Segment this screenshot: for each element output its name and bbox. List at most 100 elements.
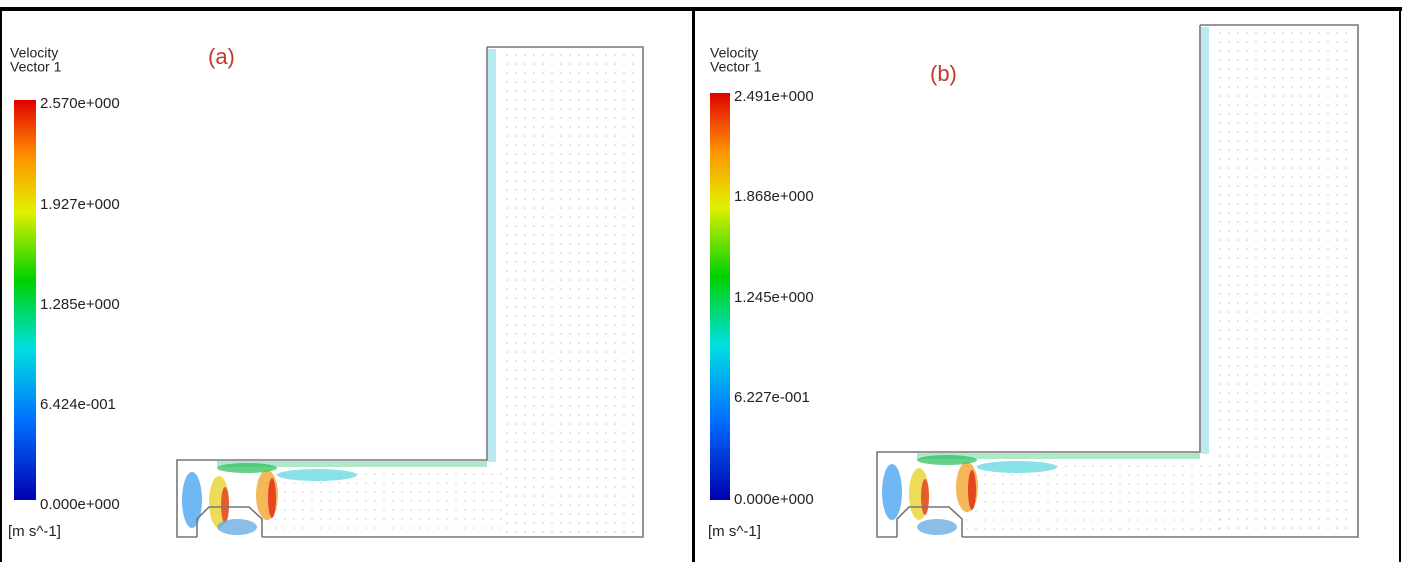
vector-dot: [419, 473, 421, 475]
vector-dot: [1273, 437, 1275, 439]
vector-dot: [515, 450, 517, 452]
vector-dot: [1246, 284, 1248, 286]
vector-dot: [1228, 212, 1230, 214]
vector-dot: [1300, 302, 1302, 304]
vector-dot: [1246, 473, 1248, 475]
vector-dot: [1345, 212, 1347, 214]
vector-dot: [1038, 501, 1040, 503]
vector-dot: [275, 473, 277, 475]
vector-dot: [578, 99, 580, 101]
vector-dot: [614, 180, 616, 182]
vector-dot: [1047, 528, 1049, 530]
vector-dot: [596, 504, 598, 506]
vector-dot: [542, 324, 544, 326]
vector-dot: [560, 288, 562, 290]
vector-dot: [596, 513, 598, 515]
vector-dot: [524, 315, 526, 317]
vector-dot: [320, 518, 322, 520]
vector-dot: [551, 513, 553, 515]
vector-dot: [614, 387, 616, 389]
vector-dot: [551, 180, 553, 182]
vector-dot: [623, 351, 625, 353]
vector-dot: [1119, 465, 1121, 467]
vector-dot: [605, 198, 607, 200]
vector-dot: [428, 473, 430, 475]
vector-dot: [1246, 482, 1248, 484]
vector-dot: [569, 522, 571, 524]
vector-dot: [560, 495, 562, 497]
vector-dot: [524, 72, 526, 74]
vector-dot: [1038, 483, 1040, 485]
vector-dot: [1200, 519, 1202, 521]
vector-dot: [993, 528, 995, 530]
vector-dot: [1228, 482, 1230, 484]
vector-dot: [1273, 392, 1275, 394]
vector-dot: [533, 72, 535, 74]
vector-dot: [1228, 428, 1230, 430]
vector-dot: [506, 441, 508, 443]
vector-dot: [473, 473, 475, 475]
vector-dot: [1309, 122, 1311, 124]
vector-dot: [1246, 95, 1248, 97]
vector-dot: [1228, 419, 1230, 421]
vector-dot: [524, 522, 526, 524]
vector-dot: [569, 63, 571, 65]
vector-dot: [1173, 465, 1175, 467]
vector-dot: [1282, 419, 1284, 421]
vector-dot: [578, 225, 580, 227]
vector-dot: [401, 518, 403, 520]
vector-dot: [551, 504, 553, 506]
vector-dot: [1291, 59, 1293, 61]
vector-dot: [605, 486, 607, 488]
vector-dot: [533, 153, 535, 155]
vector-dot: [1318, 491, 1320, 493]
vector-dot: [551, 378, 553, 380]
vector-dot: [1336, 509, 1338, 511]
vector-dot: [1336, 59, 1338, 61]
vector-dot: [1273, 383, 1275, 385]
vector-dot: [1318, 113, 1320, 115]
vector-dot: [587, 513, 589, 515]
vector-dot: [1264, 41, 1266, 43]
vector-dot: [524, 90, 526, 92]
vector-dot: [1264, 356, 1266, 358]
vector-dot: [1237, 248, 1239, 250]
vector-dot: [605, 378, 607, 380]
vector-dot: [515, 63, 517, 65]
vector-dot: [473, 518, 475, 520]
vector-dot: [1219, 131, 1221, 133]
vector-dot: [1345, 428, 1347, 430]
vector-dot: [1345, 104, 1347, 106]
vector-dot: [1309, 455, 1311, 457]
vector-dot: [1309, 518, 1311, 520]
vector-dot: [1264, 500, 1266, 502]
vector-dot: [506, 297, 508, 299]
vector-dot: [614, 423, 616, 425]
vector-dot: [524, 450, 526, 452]
vector-dot: [1345, 401, 1347, 403]
vector-dot: [1300, 311, 1302, 313]
vector-dot: [560, 126, 562, 128]
vector-dot: [1209, 474, 1211, 476]
vector-dot: [302, 527, 304, 529]
vector-dot: [1264, 32, 1266, 34]
vector-dot: [560, 117, 562, 119]
vector-dot: [587, 117, 589, 119]
vector-dot: [1255, 329, 1257, 331]
vector-dot: [1246, 383, 1248, 385]
vector-dot: [542, 243, 544, 245]
vector-dot: [632, 387, 634, 389]
vector-dot: [1191, 519, 1193, 521]
vector-dot: [1228, 95, 1230, 97]
vector-dot: [1282, 212, 1284, 214]
vector-dot: [1282, 239, 1284, 241]
vector-dot: [1345, 158, 1347, 160]
vector-dot: [551, 243, 553, 245]
vector-dot: [482, 518, 484, 520]
vector-dot: [1318, 500, 1320, 502]
vector-dot: [1318, 131, 1320, 133]
vector-dot: [1300, 158, 1302, 160]
vector-dot: [587, 396, 589, 398]
vector-dot: [1282, 527, 1284, 529]
vector-dot: [374, 500, 376, 502]
